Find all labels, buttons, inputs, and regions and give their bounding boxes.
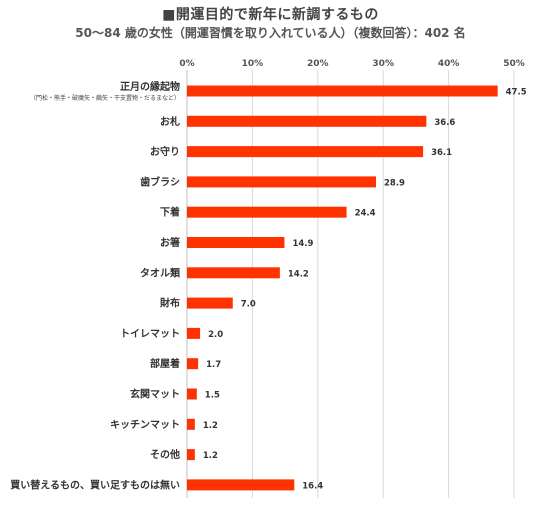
- category-label: 財布: [159, 297, 180, 310]
- bar: [187, 418, 195, 430]
- x-tick-label: 0%: [179, 59, 194, 69]
- bar: [187, 176, 377, 188]
- bar: [187, 297, 233, 309]
- bar: [187, 206, 347, 218]
- chart-subtitle: 50～84 歳の女性（開運習慣を取り入れている人）（複数回答）：402 名: [75, 26, 466, 40]
- data-label: 36.1: [431, 148, 452, 158]
- data-label: 16.4: [302, 481, 323, 491]
- category-label: 部屋着: [150, 357, 180, 370]
- category-label: 歯ブラシ: [140, 175, 180, 188]
- category-label: お札: [160, 115, 180, 128]
- category-label: キッチンマット: [110, 419, 180, 431]
- category-label: トイレマット: [120, 328, 180, 340]
- category-label: 正月の縁起物: [120, 80, 180, 93]
- data-label: 24.4: [355, 209, 376, 219]
- category-note: （門松・熊手・破魔矢・繭矢・干支置物・だるまなど）: [30, 94, 180, 102]
- bar: [187, 146, 424, 158]
- x-tick-label: 20%: [307, 59, 329, 69]
- data-label: 36.6: [434, 118, 455, 128]
- bar: [187, 449, 195, 461]
- chart-title: ■開運目的で新年に新調するもの: [162, 7, 379, 23]
- data-label: 1.2: [203, 421, 218, 431]
- x-tick-label: 40%: [438, 59, 460, 69]
- bar: [187, 237, 285, 248]
- category-label: タオル類: [140, 266, 181, 279]
- data-label: 1.2: [203, 451, 218, 461]
- category-label: 玄関マット: [130, 388, 180, 401]
- data-label: 47.5: [506, 88, 527, 98]
- data-label: 7.0: [241, 300, 256, 310]
- category-label: お守り: [150, 145, 180, 158]
- bar: [187, 358, 199, 370]
- data-label: 1.5: [205, 391, 220, 401]
- category-label: 下着: [160, 206, 180, 219]
- data-label: 14.9: [292, 239, 313, 249]
- x-tick-label: 10%: [242, 59, 264, 69]
- bar: [187, 327, 201, 339]
- bar: [187, 479, 295, 491]
- data-label: 28.9: [384, 178, 405, 188]
- bar: [187, 267, 280, 279]
- bar: [187, 115, 427, 127]
- category-label: 買い替えるもの、買い足すものは無い: [10, 478, 180, 491]
- data-label: 2.0: [208, 330, 223, 340]
- x-tick-label: 30%: [372, 59, 394, 69]
- bar: [187, 85, 498, 97]
- category-label: お箸: [160, 236, 180, 249]
- data-label: 1.7: [206, 360, 221, 370]
- x-tick-label: 50%: [503, 59, 525, 69]
- data-label: 14.2: [288, 269, 309, 279]
- category-label: その他: [150, 448, 180, 461]
- bar: [187, 388, 197, 400]
